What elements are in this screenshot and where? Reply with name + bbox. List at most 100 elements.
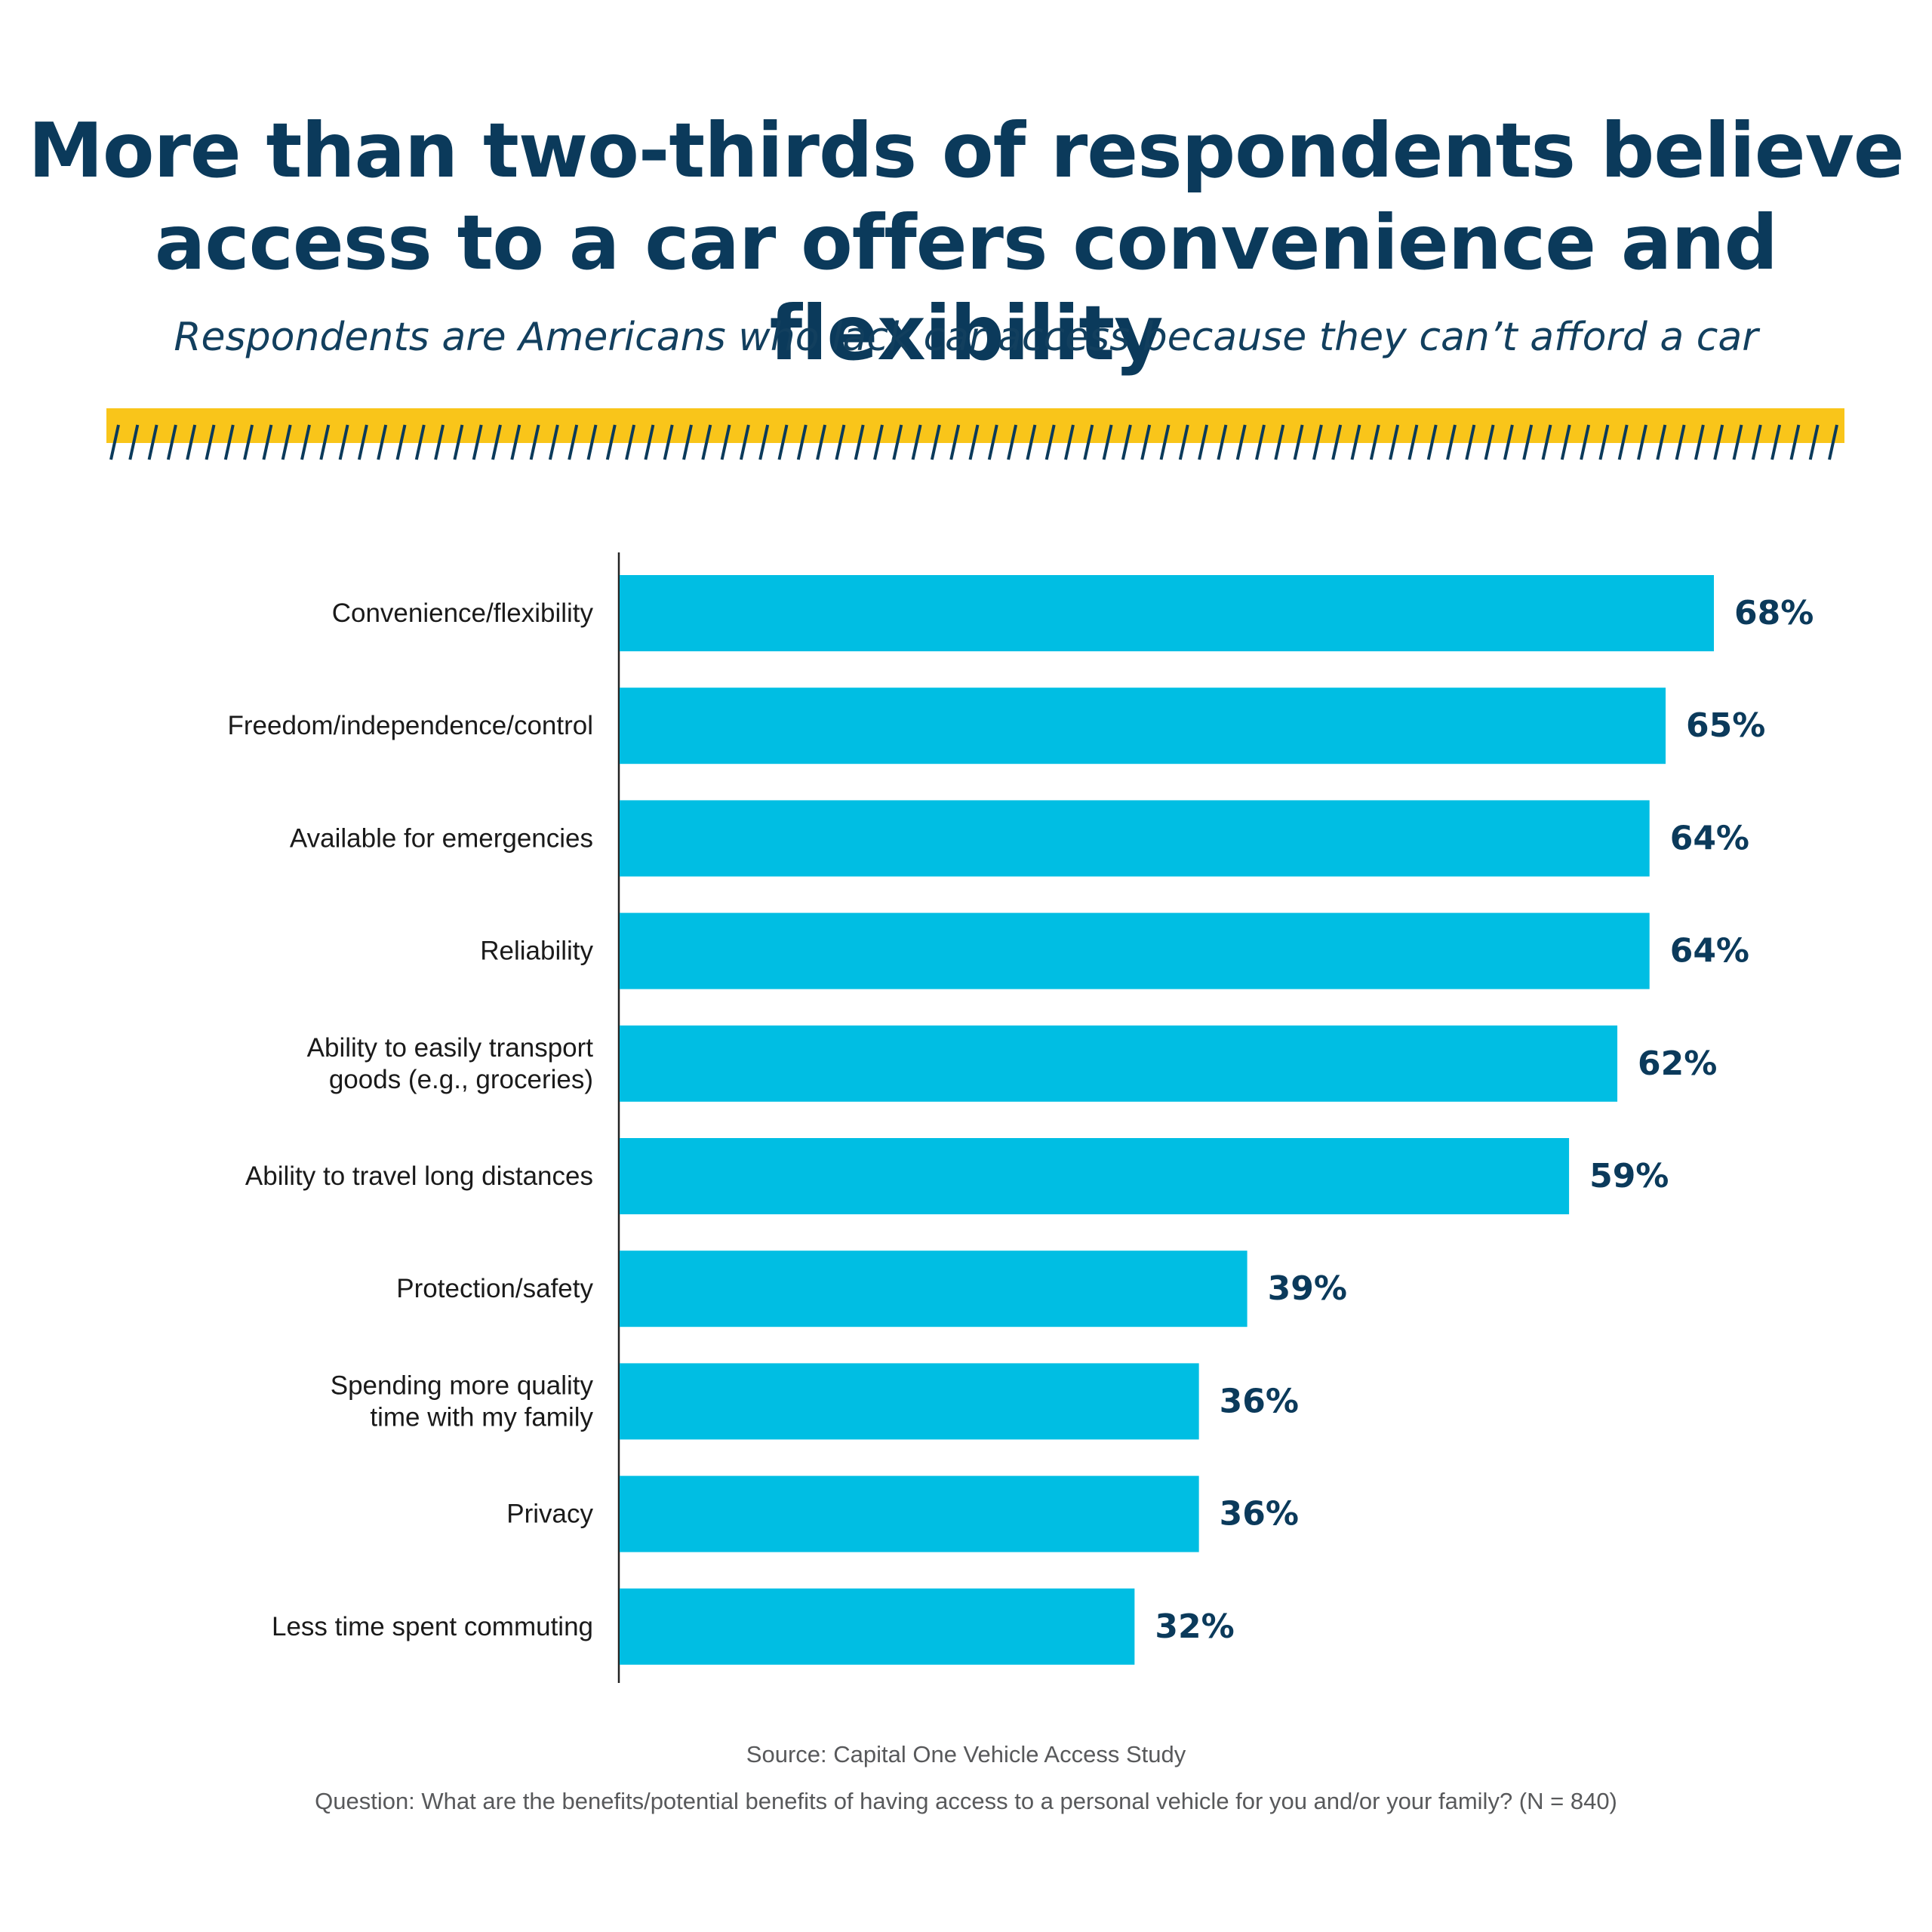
stripe-slash — [357, 424, 368, 460]
stripe-slash — [930, 424, 941, 460]
stripe-slash — [1293, 424, 1304, 460]
stripe-slash — [777, 424, 789, 460]
stripe-slash — [739, 424, 750, 460]
stripe-slash — [319, 424, 331, 460]
stripe-slash — [1350, 424, 1361, 460]
stripe-slash — [434, 424, 445, 460]
stripe-slash — [1675, 424, 1686, 460]
stripe-slash — [1312, 424, 1323, 460]
stripe-slash — [816, 424, 827, 460]
stripe-slash — [529, 424, 540, 460]
bar-value-label: 64% — [1670, 819, 1749, 857]
stripe-slash — [1331, 424, 1343, 460]
stripe-slash — [377, 424, 388, 460]
bar — [620, 1025, 1618, 1102]
bar — [620, 800, 1650, 877]
stripe-slash — [1713, 424, 1724, 460]
stripe-slash — [1044, 424, 1056, 460]
stripe-slash — [1770, 424, 1782, 460]
stripe-slash — [1389, 424, 1400, 460]
stripe-slash — [262, 424, 273, 460]
stripe-slash — [1789, 424, 1801, 460]
stripe-slash — [1121, 424, 1132, 460]
stripe-slash — [300, 424, 311, 460]
stripe-slash — [223, 424, 235, 460]
stripe-slash — [835, 424, 846, 460]
stripe-slash — [1580, 424, 1591, 460]
stripe-slash — [1426, 424, 1438, 460]
stripe-slash — [166, 424, 177, 460]
category-label: Reliability — [480, 937, 593, 966]
chart-title-line-1: More than two-thirds of respondents beli… — [28, 106, 1904, 195]
category-label: Freedom/independence/control — [228, 711, 593, 740]
stripe-slash — [1694, 424, 1705, 460]
stripe-slash — [1617, 424, 1629, 460]
stripe-slash — [1235, 424, 1247, 460]
category-label: Less time spent commuting — [272, 1612, 593, 1641]
stripe-slash — [1178, 424, 1189, 460]
stripe-slash — [1637, 424, 1647, 460]
stripe-slash — [281, 424, 292, 460]
stripe-slash — [1828, 424, 1838, 460]
stripe-slash — [1503, 424, 1514, 460]
stripe-slash — [1007, 424, 1018, 460]
stripe-slash — [1446, 424, 1457, 460]
stripe-slash — [1598, 424, 1610, 460]
stripe-slash — [1732, 424, 1743, 460]
stripe-slash — [1217, 424, 1228, 460]
stripe-slash — [186, 424, 197, 460]
stripe-slash — [1274, 424, 1285, 460]
stripe-slash — [644, 424, 655, 460]
stripe-slash — [1560, 424, 1571, 460]
bar — [620, 912, 1650, 989]
stripe-slash — [911, 424, 922, 460]
stripe-slash — [510, 424, 521, 460]
category-label: goods (e.g., groceries) — [329, 1065, 593, 1094]
bar — [620, 1588, 1135, 1665]
bar — [620, 1251, 1247, 1327]
stripe-slash — [605, 424, 617, 460]
stripe-slash — [1255, 424, 1266, 460]
stripe-slash — [147, 424, 158, 460]
bar — [620, 1363, 1199, 1440]
bar — [620, 1138, 1570, 1214]
stripe-slash — [338, 424, 349, 460]
stripe-slash — [949, 424, 961, 460]
stripe-slash — [796, 424, 808, 460]
stripe-slash — [395, 424, 407, 460]
bar-value-label: 64% — [1670, 932, 1749, 971]
category-label: Spending more quality — [331, 1371, 594, 1400]
chart-subtitle: Respondents are Americans who lack car a… — [174, 315, 1758, 360]
bar — [620, 575, 1714, 651]
chart-title-line-2: access to a car offers convenience and f… — [154, 198, 1778, 377]
stripe-slash — [1484, 424, 1495, 460]
stripe-slash — [1369, 424, 1380, 460]
category-label: Protection/safety — [396, 1274, 593, 1303]
bar-value-label: 36% — [1220, 1382, 1299, 1420]
stripe-slash — [472, 424, 483, 460]
stripe-slash — [1102, 424, 1113, 460]
stripe-slash — [1407, 424, 1419, 460]
stripe-slash — [701, 424, 712, 460]
stripe-slash — [1140, 424, 1152, 460]
stripe-slash — [128, 424, 140, 460]
stripe-slash — [1808, 424, 1820, 460]
bar — [620, 1475, 1199, 1552]
category-label: time with my family — [370, 1402, 593, 1432]
bar-value-label: 39% — [1268, 1269, 1347, 1308]
stripe-slash — [1159, 424, 1171, 460]
bar-value-label: 65% — [1686, 706, 1765, 745]
stripe-slash — [720, 424, 731, 460]
stripe-slash — [491, 424, 502, 460]
stripe-slash — [1198, 424, 1209, 460]
bar — [620, 688, 1666, 764]
bar-value-label: 62% — [1638, 1044, 1717, 1083]
stripe-slash — [758, 424, 770, 460]
category-label: Ability to travel long distances — [245, 1161, 593, 1191]
stripe-slash — [1656, 424, 1667, 460]
question-note: Question: What are the benefits/potentia… — [315, 1788, 1617, 1814]
stripe-slash — [109, 424, 120, 460]
stripe-slash — [987, 424, 998, 460]
